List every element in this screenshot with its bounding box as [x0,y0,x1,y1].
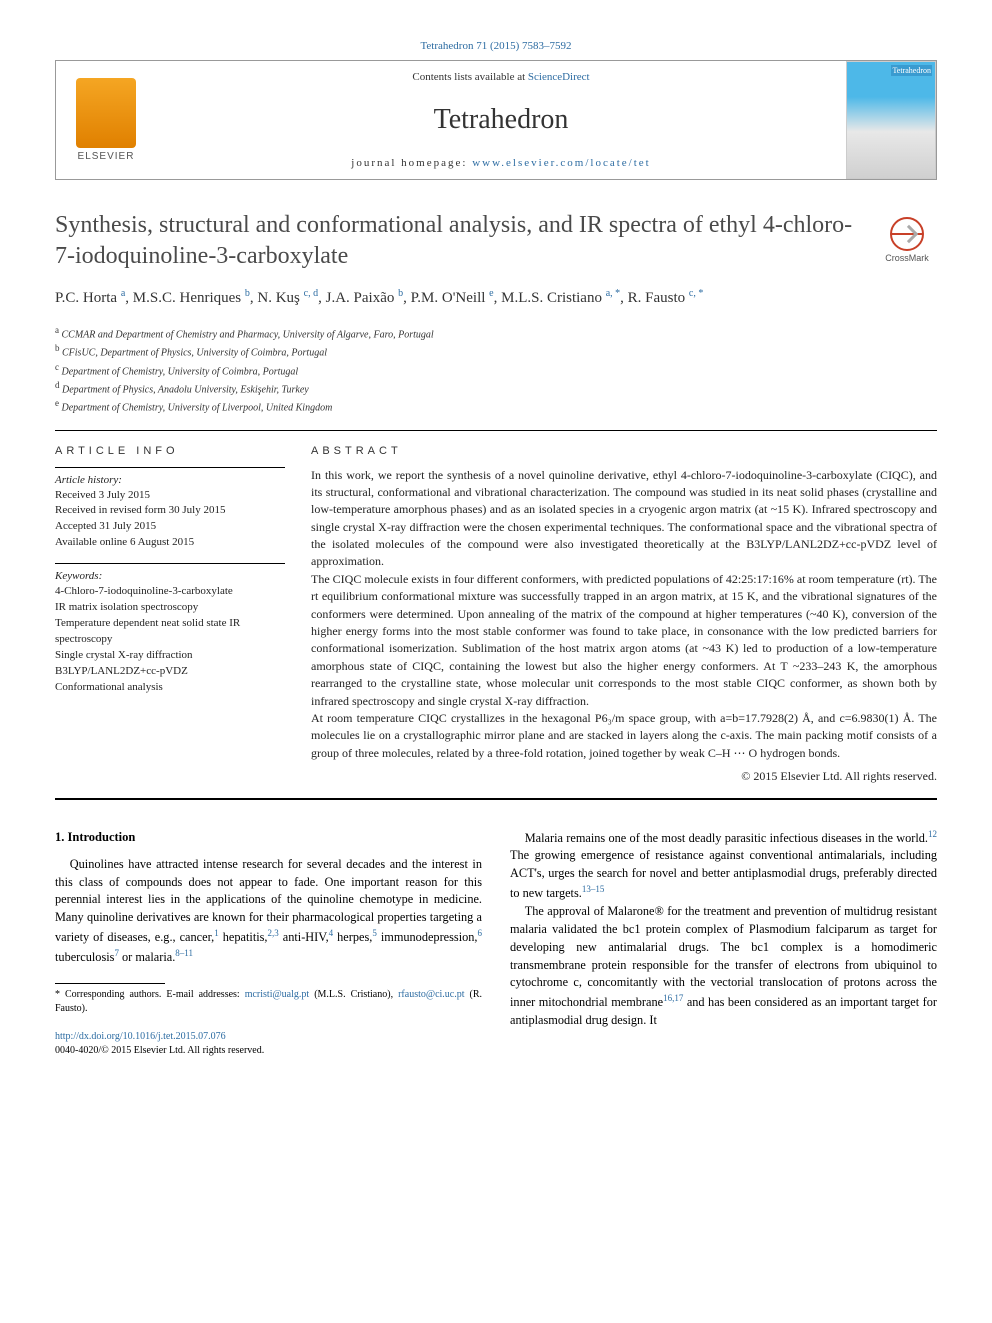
author: , M.S.C. Henriques [125,290,245,306]
article-info: ARTICLE INFO Article history: Received 3… [55,445,285,786]
body-text: tuberculosis [55,950,114,964]
crossmark-label: CrossMark [885,253,929,263]
footnote-rule [55,983,165,984]
journal-cover-thumbnail[interactable]: Tetrahedron [846,61,936,179]
keyword: Temperature dependent neat solid state I… [55,616,285,648]
affiliation-text: Department of Chemistry, University of L… [62,403,333,414]
article-title: Synthesis, structural and conformational… [55,210,861,272]
email-link[interactable]: mcristi@ualg.pt [245,989,309,1000]
history-block: Article history: Received 3 July 2015 Re… [55,467,285,552]
author: , J.A. Paixão [318,290,398,306]
history-label: Article history: [55,474,285,486]
author: , P.M. O'Neill [403,290,489,306]
keywords-block: Keywords: 4-Chloro-7-iodoquinoline-3-car… [55,563,285,696]
abstract-p2: The CIQC molecule exists in four differe… [311,571,937,710]
elsevier-tree-icon [76,78,136,148]
contents-prefix: Contents lists available at [412,71,527,83]
sciencedirect-link[interactable]: ScienceDirect [528,71,590,83]
abstract-p1: In this work, we report the synthesis of… [311,467,937,571]
header-center: Contents lists available at ScienceDirec… [156,61,846,179]
abstract-text: In this work, we report the synthesis of… [311,467,937,786]
email-link[interactable]: rfausto@ci.uc.pt [398,989,464,1000]
affiliation: c Department of Chemistry, University of… [55,361,937,379]
affiliation: b CFisUC, Department of Physics, Univers… [55,342,937,360]
affil-ref[interactable]: c, * [689,288,703,299]
affil-ref[interactable]: a, * [606,288,620,299]
article-info-heading: ARTICLE INFO [55,445,285,457]
affiliations: a CCMAR and Department of Chemistry and … [55,324,937,416]
rule [55,430,937,431]
ref-link[interactable]: 6 [478,928,483,938]
body-paragraph: Quinolines have attracted intense resear… [55,856,482,967]
keyword: Conformational analysis [55,680,285,696]
body-paragraph: The approval of Malarone® for the treatm… [510,903,937,1030]
ref-link[interactable]: 16,17 [663,993,683,1003]
doi-link[interactable]: http://dx.doi.org/10.1016/j.tet.2015.07.… [55,1031,226,1042]
body-text: The approval of Malarone® for the treatm… [510,904,937,1009]
body-paragraph: Malaria remains one of the most deadly p… [510,828,937,904]
heavy-rule [55,798,937,800]
ref-link[interactable]: 2,3 [268,928,279,938]
abstract-heading: ABSTRACT [311,445,937,457]
author: , R. Fausto [620,290,689,306]
body-col-left: 1. Introduction Quinolines have attracte… [55,828,482,1058]
doi-block: http://dx.doi.org/10.1016/j.tet.2015.07.… [55,1030,482,1058]
abstract-p3: At room temperature CIQC crystallizes in… [311,710,937,762]
issn-line: 0040-4020/© 2015 Elsevier Ltd. All right… [55,1045,264,1056]
history-line: Available online 6 August 2015 [55,535,285,551]
affiliation: e Department of Chemistry, University of… [55,397,937,415]
author: , M.L.S. Cristiano [494,290,606,306]
ref-link[interactable]: 12 [928,829,937,839]
corresponding-footnote: * Corresponding authors. E-mail addresse… [55,988,482,1016]
body-text: immunodepression, [377,930,478,944]
homepage-link[interactable]: www.elsevier.com/locate/tet [472,157,651,169]
affiliation-text: CFisUC, Department of Physics, Universit… [62,348,327,359]
copyright: © 2015 Elsevier Ltd. All rights reserved… [311,768,937,785]
citation-link[interactable]: Tetrahedron 71 (2015) 7583–7592 [420,40,571,52]
keyword: Single crystal X-ray diffraction [55,648,285,664]
affiliation: d Department of Physics, Anadolu Univers… [55,379,937,397]
affiliation: a CCMAR and Department of Chemistry and … [55,324,937,342]
author: , N. Kuş [250,290,304,306]
keyword: IR matrix isolation spectroscopy [55,600,285,616]
affiliation-text: Department of Physics, Anadolu Universit… [62,384,309,395]
elsevier-logo[interactable]: ELSEVIER [56,61,156,179]
history-line: Received in revised form 30 July 2015 [55,503,285,519]
top-citation: Tetrahedron 71 (2015) 7583–7592 [55,40,937,52]
ref-link[interactable]: 8–11 [175,948,193,958]
homepage-prefix: journal homepage: [351,157,472,169]
elsevier-label: ELSEVIER [78,151,135,162]
body-text: or malaria. [119,950,175,964]
footnote-text: * Corresponding authors. E-mail addresse… [55,989,245,1000]
journal-name: Tetrahedron [156,104,846,136]
body-text: The growing emergence of resistance agai… [510,848,937,900]
body-col-right: Malaria remains one of the most deadly p… [510,828,937,1058]
crossmark-icon [890,217,924,251]
keyword: B3LYP/LANL2DZ+cc-pVDZ [55,664,285,680]
cover-label: Tetrahedron [891,65,932,76]
body-text: herpes, [333,930,372,944]
ref-link[interactable]: 13–15 [582,884,605,894]
body: 1. Introduction Quinolines have attracte… [55,828,937,1058]
keyword: 4-Chloro-7-iodoquinoline-3-carboxylate [55,584,285,600]
body-text: Malaria remains one of the most deadly p… [525,831,928,845]
affil-ref[interactable]: c, d [304,288,318,299]
crossmark-badge[interactable]: CrossMark [877,210,937,270]
history-line: Accepted 31 July 2015 [55,519,285,535]
body-text: hepatitis, [219,930,268,944]
homepage-line: journal homepage: www.elsevier.com/locat… [156,157,846,169]
body-text: anti-HIV, [279,930,329,944]
section-heading: 1. Introduction [55,828,482,846]
author: P.C. Horta [55,290,121,306]
footnote-text: (M.L.S. Cristiano), [309,989,398,1000]
affiliation-text: CCMAR and Department of Chemistry and Ph… [62,329,434,340]
abstract: ABSTRACT In this work, we report the syn… [311,445,937,786]
affiliation-text: Department of Chemistry, University of C… [62,366,299,377]
authors: P.C. Horta a, M.S.C. Henriques b, N. Kuş… [55,286,937,310]
journal-header: ELSEVIER Contents lists available at Sci… [55,60,937,180]
history-line: Received 3 July 2015 [55,488,285,504]
contents-line: Contents lists available at ScienceDirec… [156,71,846,83]
keywords-label: Keywords: [55,570,285,582]
